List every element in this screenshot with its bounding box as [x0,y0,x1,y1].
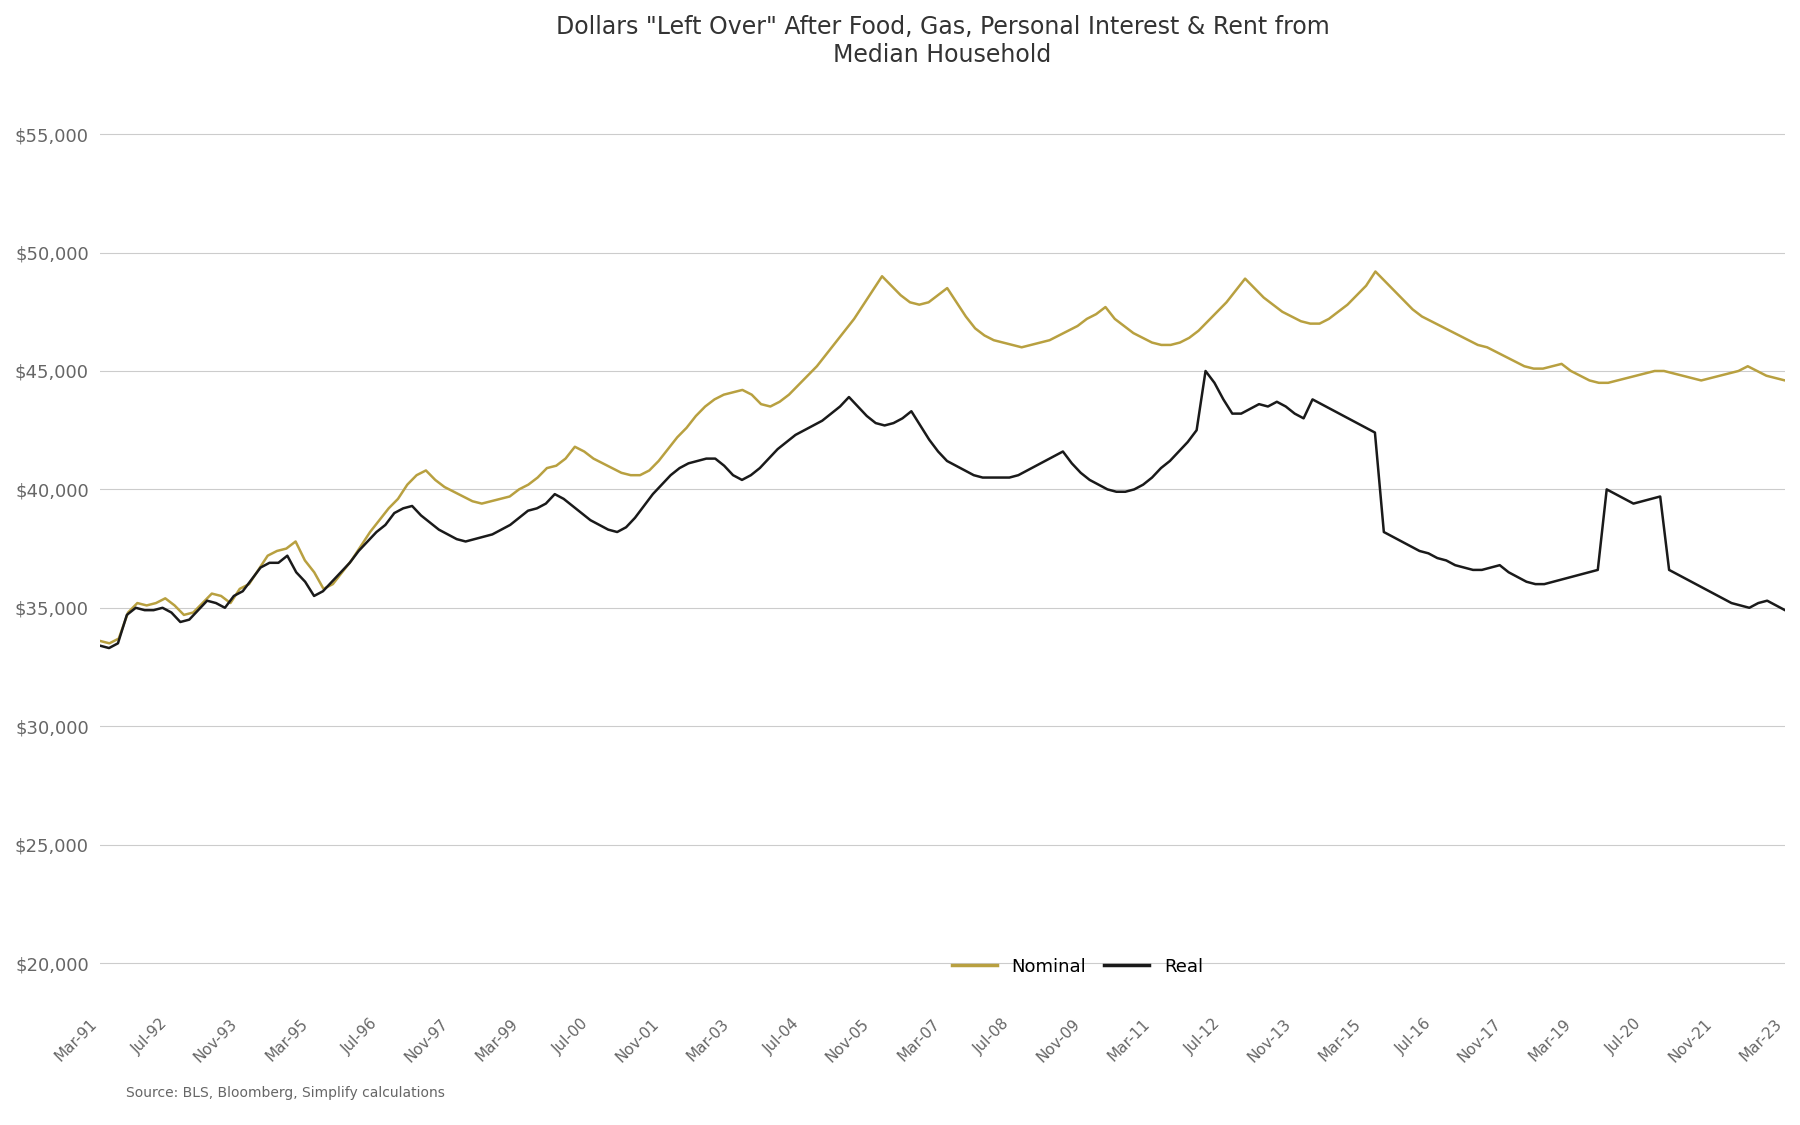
Legend: Nominal, Real: Nominal, Real [945,951,1210,983]
Title: Dollars "Left Over" After Food, Gas, Personal Interest & Rent from
Median Househ: Dollars "Left Over" After Food, Gas, Per… [556,15,1330,66]
Text: Source: BLS, Bloomberg, Simplify calculations: Source: BLS, Bloomberg, Simplify calcula… [126,1086,445,1100]
